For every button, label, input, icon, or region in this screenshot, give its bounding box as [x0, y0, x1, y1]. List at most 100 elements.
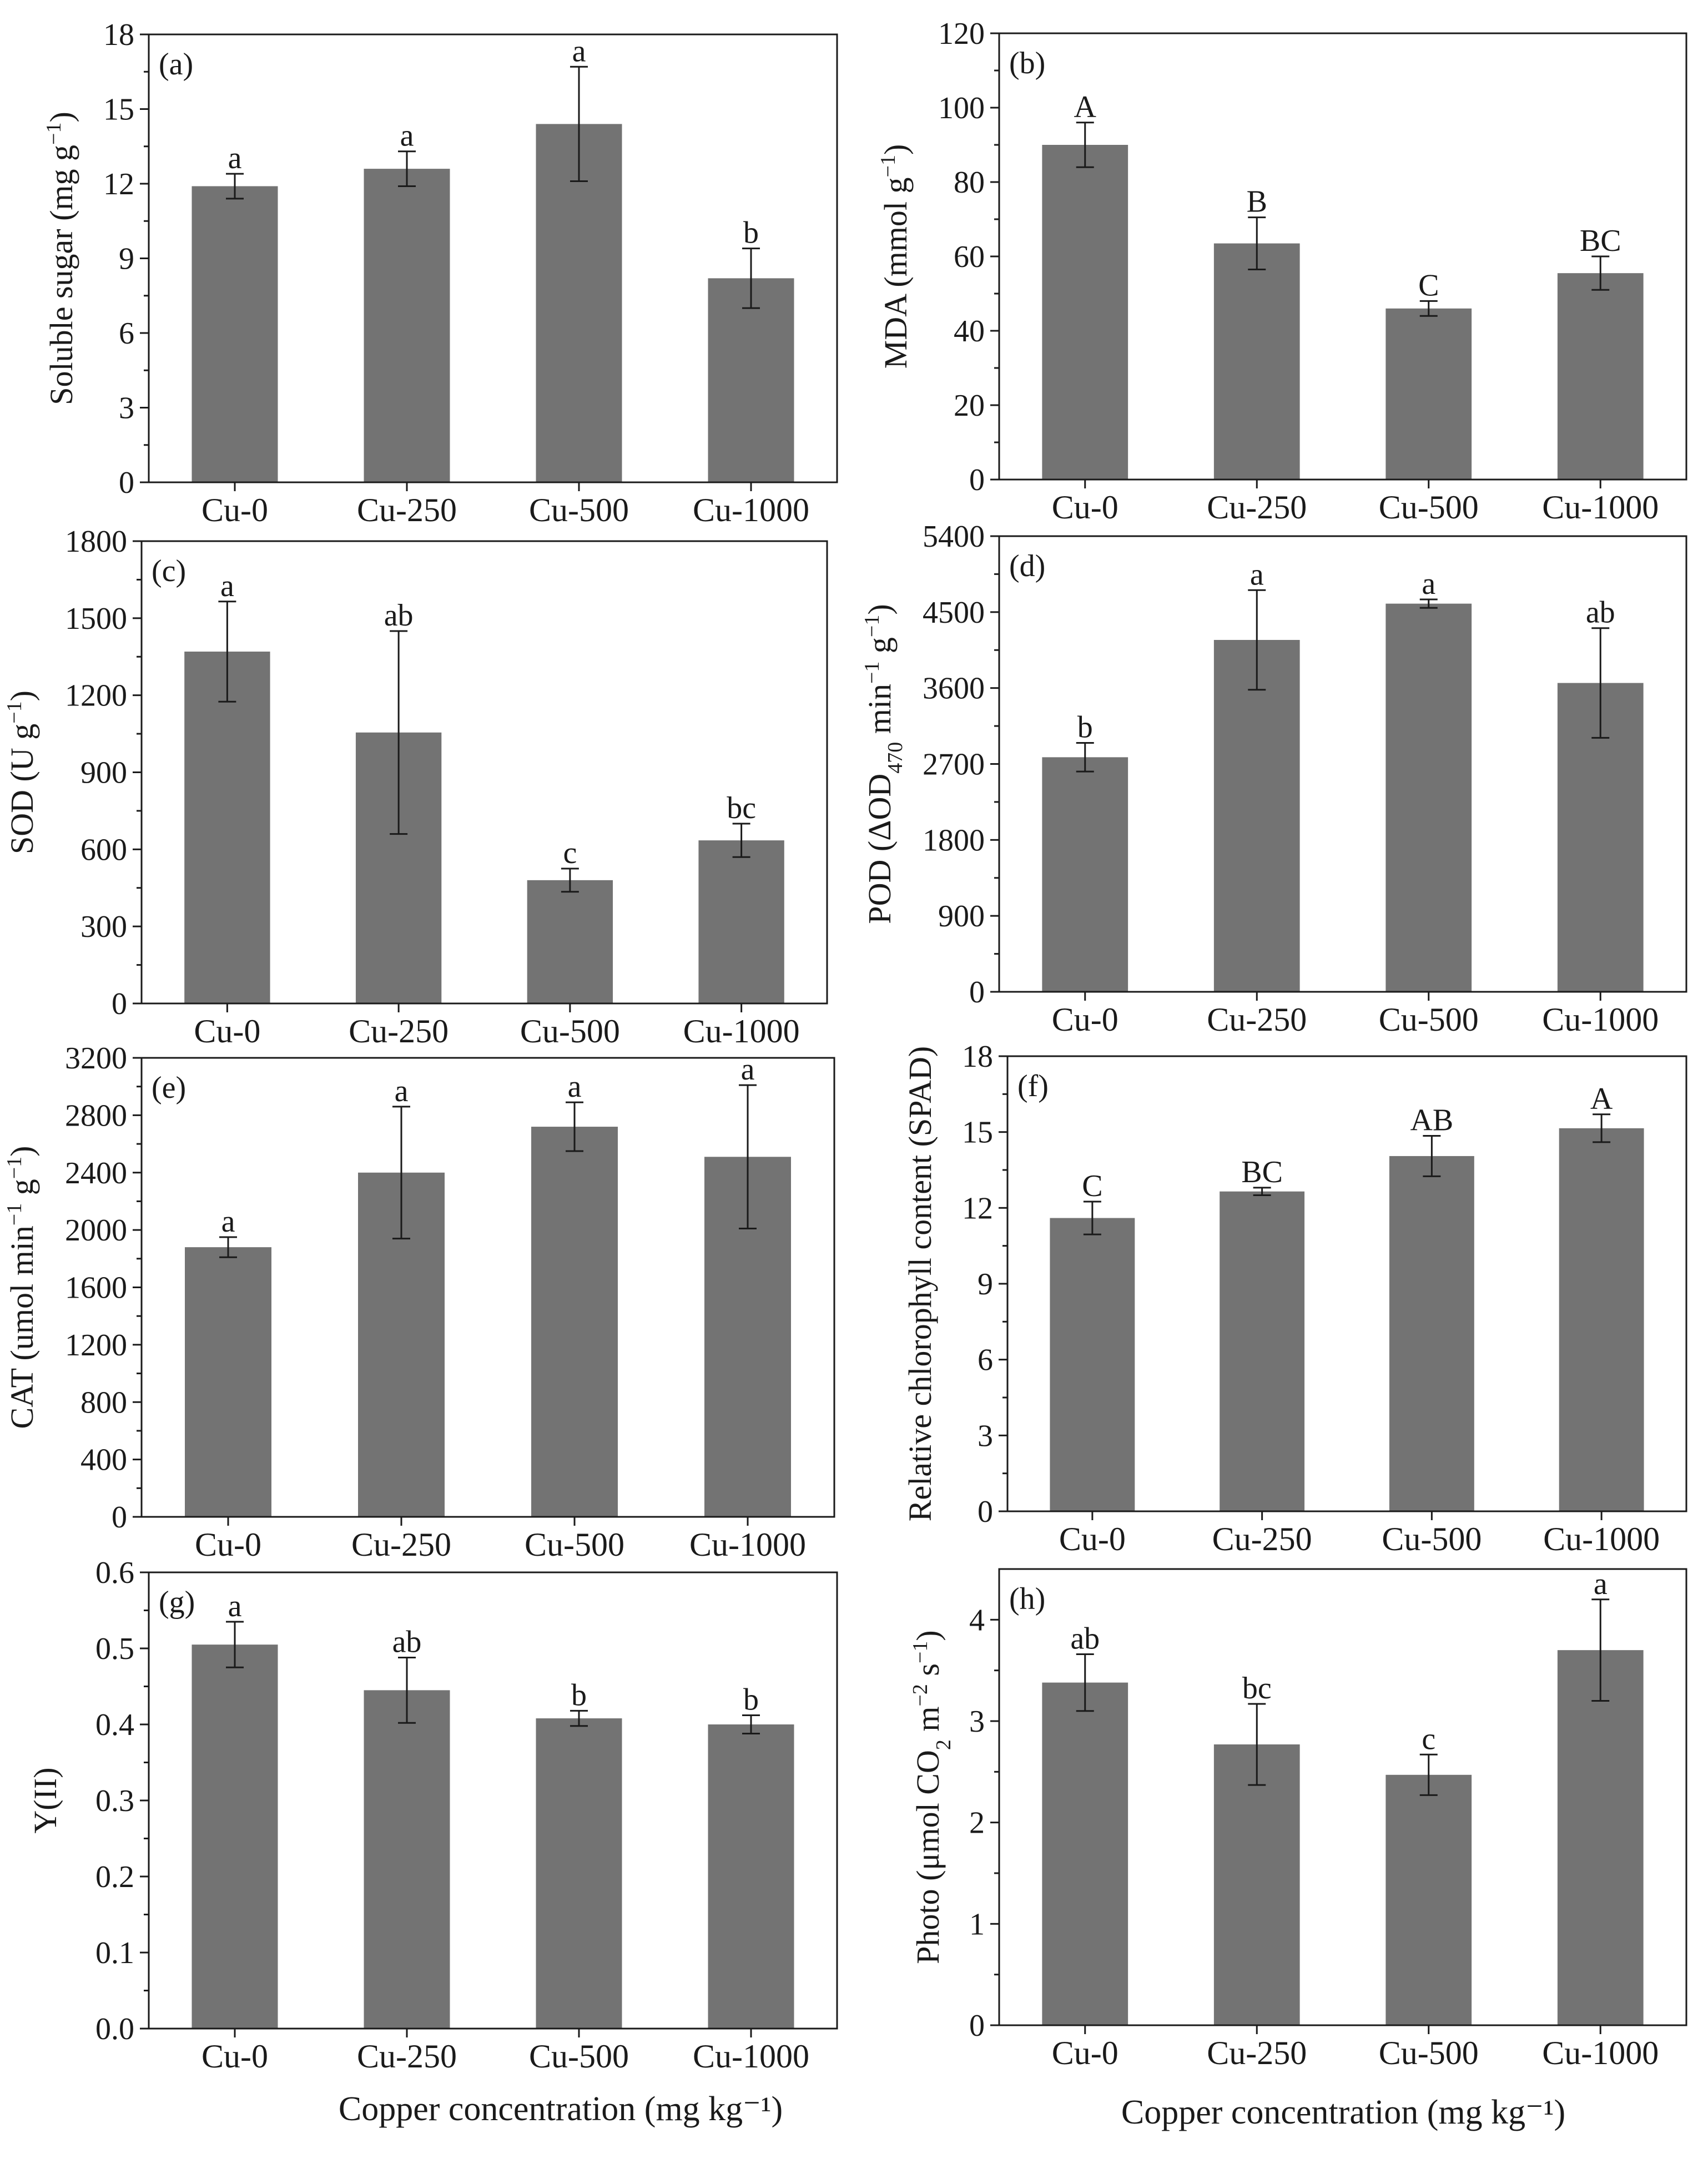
significance-label-e-0: a [221, 1204, 235, 1239]
bar-a-1 [364, 169, 450, 483]
chart-panel-a: a Cu-0 a Cu-250 a Cu-500 b Cu-1000 0 3 6 9 12 15 18 (a)… [42, 18, 838, 528]
y-axis-title-f: Relative chlorophyll content (SPAD) [902, 1046, 938, 1521]
y-tick-label-f-2: 6 [978, 1343, 993, 1378]
significance-label-c-1: ab [384, 598, 414, 633]
y-tick-label-a-4: 12 [103, 167, 134, 201]
plot-frame-a [148, 33, 838, 483]
chart-panel-c: a Cu-0 ab Cu-250 c Cu-500 bc Cu-1000 0 300 600 900 1… [3, 524, 828, 1050]
bar-g-1 [364, 1690, 450, 2029]
panel-label-a: (a) [159, 47, 193, 82]
bar-g-2 [536, 1718, 622, 2029]
y-axis-title-g: Y(II) [27, 1767, 63, 1833]
bar-f-1 [1220, 1191, 1305, 1511]
significance-label-e-1: a [395, 1074, 409, 1108]
chart-panel-g: a Cu-0 ab Cu-250 b Cu-500 b Cu-1000 0.0 0.1 0.2 0.3… [27, 1556, 838, 2075]
bar-h-1 [1213, 1744, 1300, 2025]
panel-label-e: (e) [152, 1071, 186, 1105]
category-label-f-3: Cu-1000 [1543, 1521, 1660, 1557]
y-axis-title-c: SOD (U g−1) [3, 690, 40, 854]
y-tick-label-g-5: 0.5 [95, 1632, 134, 1666]
significance-label-a-0: a [228, 141, 242, 175]
bar-f-3 [1559, 1128, 1644, 1511]
y-tick-label-a-5: 15 [103, 93, 134, 127]
category-label-b-3: Cu-1000 [1542, 489, 1659, 526]
y-tick-label-g-3: 0.3 [95, 1784, 134, 1818]
y-tick-label-c-0: 0 [112, 987, 127, 1021]
bar-c-3 [698, 840, 784, 1003]
x-axis-title-left: Copper concentration (mg kg⁻¹) [339, 2090, 783, 2128]
y-tick-label-b-6: 120 [938, 17, 985, 51]
category-label-a-2: Cu-500 [529, 492, 629, 528]
y-tick-label-f-1: 3 [978, 1419, 993, 1453]
panel-label-d: (d) [1009, 549, 1045, 583]
y-tick-label-b-1: 20 [954, 389, 985, 423]
y-tick-label-f-4: 12 [962, 1191, 993, 1225]
category-label-e-1: Cu-250 [351, 1526, 451, 1563]
y-tick-label-e-6: 2400 [65, 1156, 127, 1191]
y-tick-label-g-6: 0.6 [95, 1556, 134, 1590]
y-tick-label-d-1: 900 [938, 899, 985, 934]
chart-panel-d: b Cu-0 a Cu-250 a Cu-500 ab Cu-1000 0 900 1800 2700… [860, 519, 1687, 1038]
bar-h-3 [1557, 1650, 1644, 2025]
significance-label-d-0: b [1077, 710, 1093, 744]
bar-e-0 [185, 1247, 271, 1517]
y-tick-label-g-4: 0.4 [95, 1708, 134, 1742]
category-label-g-1: Cu-250 [357, 2038, 457, 2075]
panel-label-h: (h) [1009, 1582, 1045, 1616]
chart-panel-b: A Cu-0 B Cu-250 C Cu-500 BC Cu-1000 0 20 40 60 80 100… [876, 17, 1687, 526]
significance-label-h-1: bc [1242, 1671, 1272, 1706]
significance-label-c-0: a [220, 569, 234, 603]
category-label-f-1: Cu-250 [1212, 1521, 1312, 1557]
y-tick-label-e-0: 0 [112, 1500, 127, 1535]
y-tick-label-f-0: 0 [978, 1495, 993, 1529]
significance-label-h-2: c [1422, 1722, 1435, 1756]
significance-label-b-2: C [1418, 268, 1439, 302]
bar-f-0 [1050, 1218, 1135, 1511]
category-label-e-3: Cu-1000 [689, 1526, 806, 1563]
category-label-f-0: Cu-0 [1059, 1521, 1126, 1557]
y-tick-label-h-3: 3 [969, 1704, 985, 1739]
plot-frame-b [998, 32, 1687, 481]
category-label-a-1: Cu-250 [357, 492, 457, 528]
significance-label-a-3: b [743, 216, 759, 250]
significance-label-d-2: a [1422, 567, 1435, 601]
significance-label-f-1: BC [1241, 1155, 1283, 1189]
bar-a-2 [536, 124, 622, 482]
y-tick-label-a-3: 9 [119, 242, 134, 276]
significance-label-h-0: ab [1070, 1621, 1100, 1656]
x-axis-title-right: Copper concentration (mg kg⁻¹) [1121, 2094, 1565, 2131]
y-tick-label-e-3: 1200 [65, 1328, 127, 1363]
significance-label-g-1: ab [392, 1625, 422, 1659]
y-tick-label-e-2: 800 [80, 1385, 127, 1420]
bar-g-0 [192, 1645, 278, 2029]
y-tick-label-g-2: 0.2 [95, 1860, 134, 1894]
chart-panel-f: C Cu-0 BC Cu-250 AB Cu-500 A Cu-1000 0 3 6 9 12 15 18 (… [902, 1040, 1687, 1557]
category-label-e-0: Cu-0 [195, 1526, 261, 1563]
y-tick-label-b-2: 40 [954, 314, 985, 349]
category-label-h-2: Cu-500 [1379, 2035, 1479, 2071]
significance-label-f-0: C [1082, 1169, 1102, 1203]
plot-frame-c [140, 540, 828, 1005]
plot-frame-e [140, 1057, 835, 1518]
category-label-h-3: Cu-1000 [1542, 2035, 1659, 2071]
significance-label-d-3: ab [1586, 596, 1615, 630]
category-label-a-3: Cu-1000 [693, 492, 809, 528]
significance-label-h-3: a [1594, 1567, 1608, 1601]
plot-frame-h [998, 1568, 1687, 2026]
category-label-f-2: Cu-500 [1382, 1521, 1482, 1557]
y-tick-label-g-0: 0.0 [95, 2012, 134, 2046]
category-label-h-1: Cu-250 [1207, 2035, 1307, 2071]
y-tick-label-h-1: 1 [969, 1907, 985, 1941]
category-label-b-0: Cu-0 [1052, 489, 1118, 526]
category-label-d-2: Cu-500 [1379, 1001, 1479, 1038]
y-tick-label-b-4: 80 [954, 165, 985, 200]
significance-label-f-2: AB [1410, 1103, 1453, 1138]
significance-label-g-0: a [228, 1589, 242, 1623]
category-label-g-0: Cu-0 [201, 2038, 268, 2075]
category-label-c-3: Cu-1000 [683, 1013, 800, 1050]
y-tick-label-f-3: 9 [978, 1267, 993, 1302]
significance-label-d-1: a [1250, 557, 1264, 592]
y-tick-label-e-8: 3200 [65, 1041, 127, 1076]
y-tick-label-g-1: 0.1 [95, 1936, 134, 1970]
